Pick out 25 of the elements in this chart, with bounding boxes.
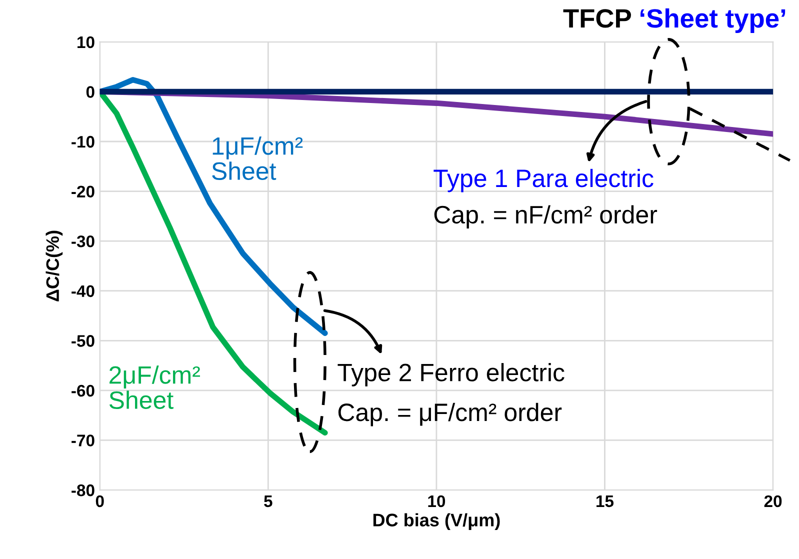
y-tick-label: 10 bbox=[78, 36, 94, 48]
y-tick-label: -80 bbox=[72, 484, 94, 496]
chart-subtitle: ‘Sheet type’ bbox=[640, 8, 786, 33]
x-tick-label: 10 bbox=[428, 495, 446, 508]
annotation: Type 1 Para electric bbox=[434, 168, 654, 192]
annotation: Cap. = μF/cm² order bbox=[338, 402, 562, 426]
series-label: 2μF/cm² Sheet bbox=[109, 366, 200, 410]
chart-title: TFCP bbox=[563, 9, 631, 28]
y-axis-title: ΔC/C(%) bbox=[46, 230, 63, 302]
x-tick-label: 5 bbox=[264, 495, 272, 508]
x-tick-label: 0 bbox=[96, 495, 104, 508]
x-tick-label: 20 bbox=[764, 495, 782, 508]
series-label: 1μF/cm² Sheet bbox=[212, 136, 303, 180]
y-tick-label: -70 bbox=[72, 434, 94, 446]
y-tick-label: -60 bbox=[72, 384, 94, 397]
x-axis-title: DC bias (V/μm) bbox=[373, 513, 500, 530]
y-tick-label: 0 bbox=[86, 86, 94, 98]
x-tick-label: 15 bbox=[596, 495, 614, 508]
annotation: Cap. = nF/cm² order bbox=[434, 205, 658, 229]
y-tick-label: -10 bbox=[72, 136, 94, 148]
y-tick-label: -50 bbox=[72, 335, 94, 347]
y-tick-label: -20 bbox=[72, 186, 94, 198]
annotation: Type 2 Ferro electric bbox=[338, 363, 564, 386]
y-tick-label: -40 bbox=[72, 285, 94, 298]
y-tick-label: -30 bbox=[72, 235, 94, 248]
